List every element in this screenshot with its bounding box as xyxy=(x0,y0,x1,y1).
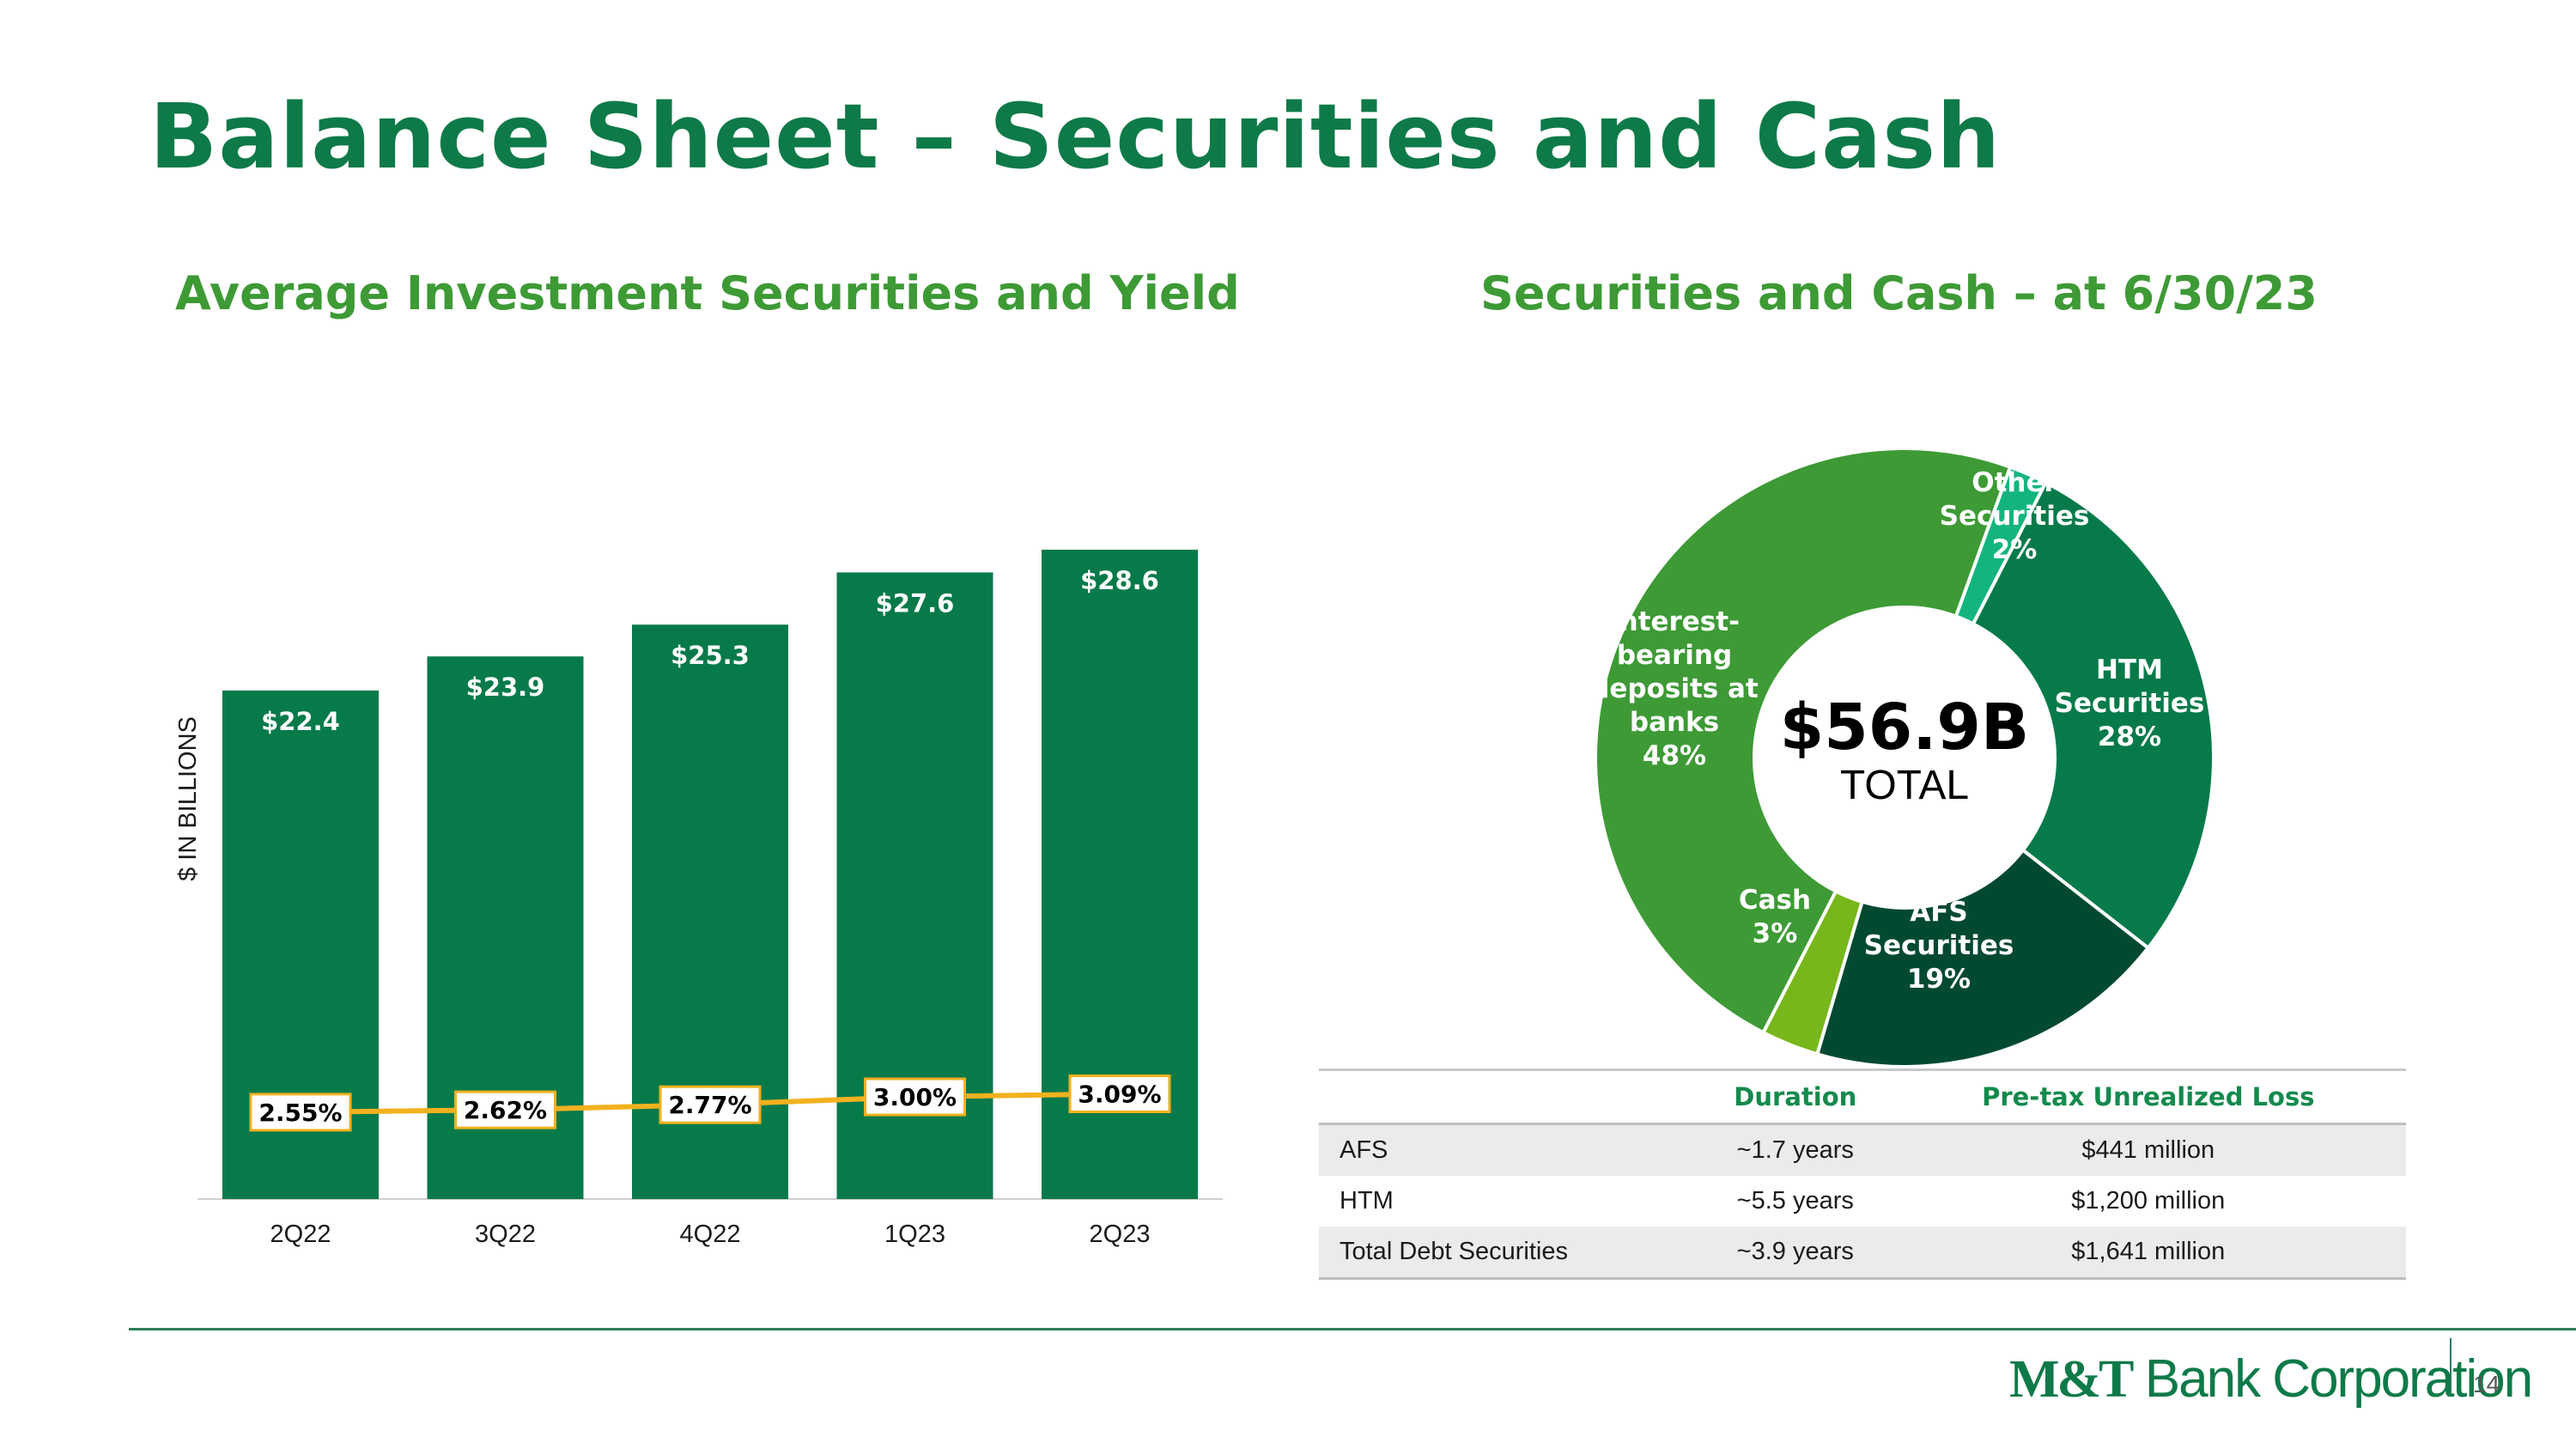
donut-center-label: TOTAL xyxy=(1840,763,1969,808)
table-header-duration: Duration xyxy=(1734,1082,1857,1111)
donut-chart-title: Securities and Cash – at 6/30/23 xyxy=(1480,266,2318,320)
bar-value-label: $28.6 xyxy=(1080,566,1159,595)
yield-label: 2.62% xyxy=(464,1096,547,1124)
donut-center-value: $56.9B xyxy=(1780,691,2029,764)
table-cell-loss: $441 million xyxy=(2081,1136,2215,1164)
donut-slice-label-line: Other xyxy=(1971,467,2057,498)
table-cell-label: HTM xyxy=(1340,1187,1394,1215)
table-cell-loss: $1,641 million xyxy=(2071,1238,2226,1265)
yield-label: 3.09% xyxy=(1078,1080,1161,1108)
donut-slice xyxy=(1814,847,2151,1068)
yield-label-box xyxy=(659,1085,762,1124)
donut-slice-label: HTM Securities 28% xyxy=(2055,654,2205,752)
donut-slice-label-line: banks xyxy=(1630,707,1719,738)
donut-slice-label-line: 48% xyxy=(1643,740,1706,771)
donut-slice-label-line: bearing xyxy=(1617,640,1732,671)
bar-value-label: $23.9 xyxy=(466,673,545,702)
donut-slice-label: Other Securities 2% xyxy=(1940,467,2090,565)
yield-label-box xyxy=(454,1090,556,1129)
yield-label: 2.77% xyxy=(668,1091,751,1119)
x-tick-label: 2Q22 xyxy=(270,1221,331,1248)
yield-label-box xyxy=(1068,1074,1171,1113)
logo-separator xyxy=(2450,1338,2451,1395)
donut-slice-label: Interest-bearing deposits at banks 48% xyxy=(1590,606,1759,771)
donut-slice-label-line: Securities xyxy=(1940,501,2090,532)
table-row: AFS ~1.7 years $441 million xyxy=(1319,1123,2406,1176)
donut-slice-label-line: deposits at xyxy=(1590,673,1759,704)
table-row: Total Debt Securities ~3.9 years $1,641 … xyxy=(1319,1227,2406,1279)
yield-label: 2.55% xyxy=(258,1099,342,1127)
footer-divider xyxy=(129,1328,2576,1330)
table-header-unrealized-loss: Pre-tax Unrealized Loss xyxy=(1982,1082,2315,1111)
yield-label-box xyxy=(249,1093,352,1132)
donut-slice-label-line: 2% xyxy=(1992,534,2038,565)
securities-duration-table: Duration Pre-tax Unrealized Loss AFS ~1.… xyxy=(1319,1068,2406,1280)
table-cell-duration: ~3.9 years xyxy=(1736,1238,1854,1265)
donut-slice-label-line: 19% xyxy=(1907,964,1971,995)
donut-slice-label: Cash 3% xyxy=(1739,885,1811,949)
bar-value-label: $27.6 xyxy=(876,588,955,618)
y-axis-title: $ IN BILLIONS xyxy=(174,716,202,881)
page-title: Balance Sheet – Securities and Cash xyxy=(149,84,2002,189)
donut-slice-label: AFS Securities 19% xyxy=(1864,897,2014,995)
donut-slice-label-line: Securities xyxy=(2055,688,2205,719)
donut-slice xyxy=(1593,446,2013,1035)
securities-cash-donut-chart: Other Securities 2%HTM Securities 28%AFS Secu… xyxy=(1590,446,2215,1068)
table-row: HTM ~5.5 years $1,200 million xyxy=(1319,1176,2406,1227)
x-tick-label: 1Q23 xyxy=(884,1221,945,1248)
table-header-blank xyxy=(1319,1070,1700,1124)
yield-label-box xyxy=(864,1077,966,1117)
table-cell-duration: ~5.5 years xyxy=(1736,1187,1854,1215)
donut-slice-label-line: Interest- xyxy=(1609,606,1740,637)
bar-value-label: $25.3 xyxy=(671,641,750,670)
donut-slice-label-line: 28% xyxy=(2098,721,2161,752)
page-number: 14 xyxy=(2473,1371,2500,1397)
bar-chart-title: Average Investment Securities and Yield xyxy=(175,266,1240,320)
donut-slice-label-line: HTM xyxy=(2096,654,2163,685)
logo-mark: M&T xyxy=(2009,1350,2135,1409)
yield-label: 3.00% xyxy=(873,1083,957,1111)
logo-text: Bank Corporation xyxy=(2131,1349,2534,1409)
donut-slice-label-line: 3% xyxy=(1753,918,1798,949)
table-cell-loss: $1,200 million xyxy=(2071,1187,2226,1215)
table-cell-duration: ~1.7 years xyxy=(1736,1136,1854,1164)
investment-securities-bar-chart: $ IN BILLIONS $22.4 2Q22 $23.9 3Q22 $25.3 4Q2… xyxy=(174,550,1223,1248)
donut-slice-label-line: Cash xyxy=(1739,885,1811,916)
x-tick-label: 2Q23 xyxy=(1090,1221,1151,1248)
donut-slice xyxy=(1971,480,2215,951)
x-tick-label: 3Q22 xyxy=(475,1221,536,1248)
table-cell-label: Total Debt Securities xyxy=(1340,1238,1568,1265)
donut-slice-label-line: AFS xyxy=(1910,897,1968,928)
donut-slice-label-line: Securities xyxy=(1864,930,2014,961)
table-cell-label: AFS xyxy=(1340,1136,1388,1164)
bar-value-label: $22.4 xyxy=(261,707,340,736)
table-header-row: Duration Pre-tax Unrealized Loss xyxy=(1319,1070,2406,1124)
x-tick-label: 4Q22 xyxy=(680,1221,741,1248)
company-logo: M&T Bank Corporation xyxy=(2009,1349,2534,1410)
